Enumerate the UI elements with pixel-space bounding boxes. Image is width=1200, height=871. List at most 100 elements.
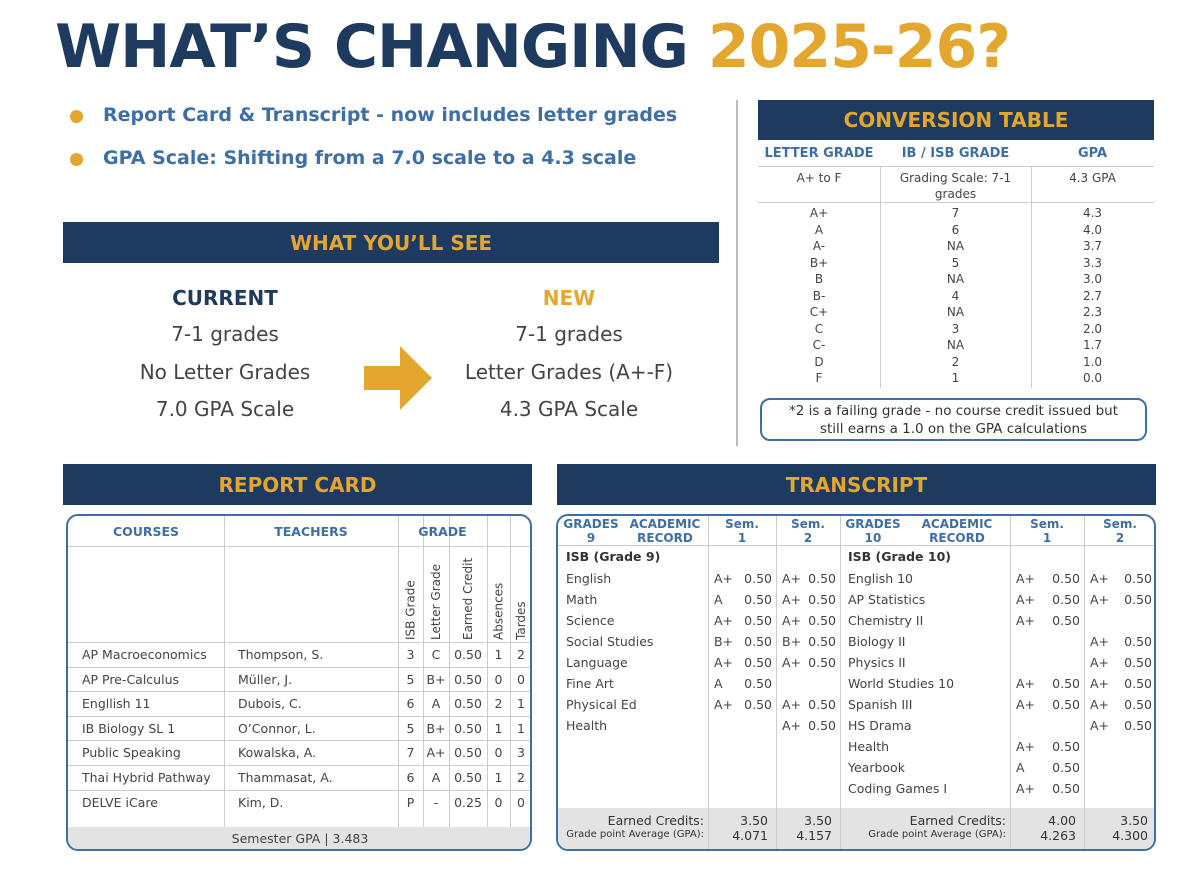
table-cell: - [433,794,439,810]
course: Health [848,739,890,754]
table-cell: B+ [426,720,446,736]
table-cell: 2.7 [1082,288,1103,303]
banner [63,464,532,505]
table-cell: 5 [406,671,415,687]
table-cell: 2.0 [1082,321,1103,336]
bullet-text: GPA Scale: Shifting from a 7.0 scale to … [103,147,637,169]
scale-cell: 4.3 GPA [1069,171,1116,185]
rule [840,516,841,849]
credit: 0.50 [1052,760,1080,775]
course: Spanish III [848,697,913,712]
grade: A+ [1016,739,1036,754]
table-cell: B- [812,288,826,303]
footer-label: Earned Credits: [909,813,1006,828]
grade: A+ [1090,634,1110,649]
grade: A+ [1016,592,1036,607]
column-header: IB / ISB GRADE [901,146,1010,161]
grade: A+ [1090,676,1110,691]
column-header: GRADE [418,524,467,539]
credit: 0.50 [1124,676,1152,691]
rule [398,516,399,828]
table-cell: Dubois, C. [238,696,302,712]
note: *2 is a failing grade - no course credit… [760,398,1147,441]
credit: 0.50 [808,592,836,607]
table-cell: 3.7 [1082,239,1103,253]
grade: B+ [714,634,734,649]
table-cell: AP Macroeconomics [82,647,207,662]
table-cell: C [431,647,441,662]
table-cell: D [814,354,824,369]
table-cell: A [814,222,824,237]
grade: A [714,592,723,607]
scale-cell: A+ to F [796,171,842,185]
table-cell: 0 [517,794,525,810]
column-item: 7-1 grades [515,322,623,346]
column-item: 4.3 GPA Scale [499,397,639,421]
course: HS Drama [848,718,912,733]
credit: 0.50 [1052,739,1080,754]
title-year: 2025-26? [707,12,1011,82]
course: Science [566,613,615,628]
table-cell: A+ [426,745,446,761]
table-cell: 1 [494,720,503,736]
grade: A+ [1090,571,1110,586]
table-cell: 0.50 [454,770,482,785]
table-cell: 0 [517,671,525,687]
grade: A+ [1090,592,1110,607]
credit: 0.50 [808,634,836,649]
rule [423,516,424,828]
table-cell: 1 [494,647,503,662]
table-cell: 3 [406,647,415,662]
table-cell: IB Biology SL 1 [82,720,176,736]
bullet-dot [70,153,83,166]
grade: A+ [1090,655,1110,670]
banner [63,222,719,263]
credit: 0.50 [808,571,836,586]
course: Physical Ed [566,697,637,712]
rule [68,740,530,742]
grade: A+ [1016,697,1036,712]
sub-header: Letter Grade [429,564,443,640]
column-header: GRADES 9 [563,517,619,545]
credit: 0.50 [1124,592,1152,607]
grade: A+ [714,571,734,586]
grade: A+ [782,592,802,607]
course: Health [566,718,608,733]
table-cell: 5 [406,720,415,736]
course: Chemistry II [848,613,924,628]
table-cell: 3.3 [1082,255,1103,270]
table-cell: Kim, D. [238,794,284,810]
course: Biology II [848,634,906,649]
credit: 0.50 [808,655,836,670]
column-header: ACADEMIC RECORD [629,517,701,545]
banner-title: REPORT CARD [218,473,377,497]
rule [758,202,1154,203]
table-cell: 0.50 [454,720,482,736]
table-cell: 2 [517,647,525,662]
grade: A+ [782,697,802,712]
table-cell: 2.3 [1082,305,1103,319]
table-cell: 0 [494,671,503,687]
grade: A [1016,760,1025,775]
table-cell: C [814,321,824,336]
credit: 0.50 [1052,592,1080,607]
footer-value: 3.50 [804,813,832,828]
table-frame: COURSES TEACHERS GRADE ISB Grade Letter Grad… [66,514,532,851]
table-cell: 0 [494,794,503,810]
table-cell: B+ [809,255,829,270]
column-header: LETTER GRADE [764,146,874,161]
table-cell: 4.3 [1082,206,1103,220]
rule [68,546,530,547]
rule [758,166,1154,167]
rule [1084,516,1085,849]
table-cell: 6 [951,222,960,237]
table-cell: C- [812,338,826,352]
banner-title: WHAT YOU’LL SEE [289,231,493,255]
rule [776,516,777,849]
grade: A+ [1090,697,1110,712]
table-cell: 0.50 [454,745,482,761]
table-cell: F [815,371,823,385]
table-cell: NA [946,305,965,319]
footer-label: Earned Credits: [607,813,704,828]
column-item: Letter Grades (A+-F) [464,359,674,384]
